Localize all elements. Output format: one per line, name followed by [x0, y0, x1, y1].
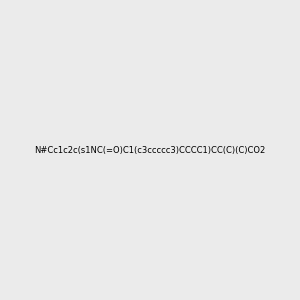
Text: N#Cc1c2c(s1NC(=O)C1(c3ccccc3)CCCC1)CC(C)(C)CO2: N#Cc1c2c(s1NC(=O)C1(c3ccccc3)CCCC1)CC(C)… — [34, 146, 266, 154]
